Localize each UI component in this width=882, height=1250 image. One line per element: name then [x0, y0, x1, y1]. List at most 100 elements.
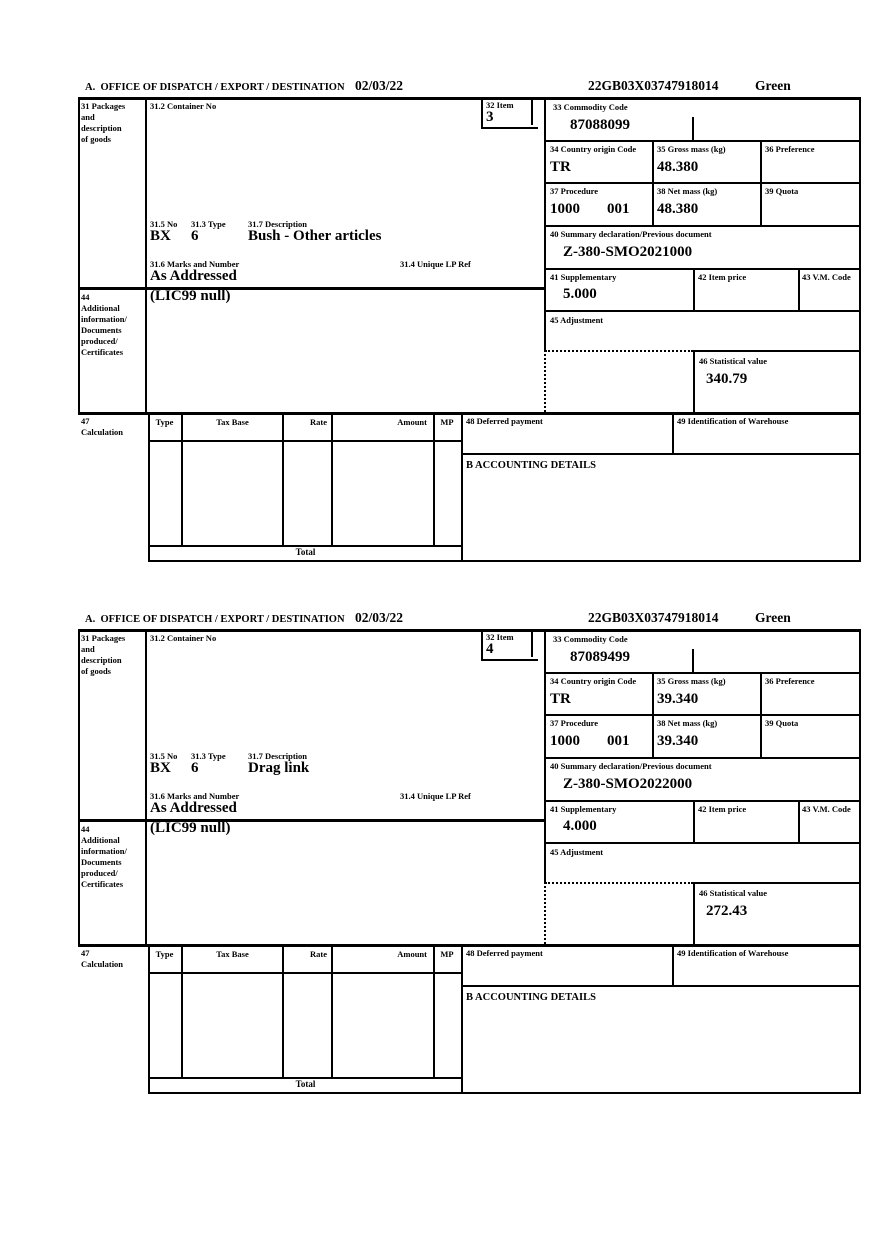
box44-additional-info: (LIC99 null) [150, 820, 231, 836]
box41-row-bottom-border [545, 842, 861, 844]
box32-item-number: 3 [486, 109, 494, 125]
form-left-border [78, 629, 80, 944]
box42-label: 42 Item price [698, 804, 747, 814]
box31-2-label: 31.2 Container No [150, 101, 217, 111]
box31-3-package-count: 6 [191, 760, 199, 776]
box36-label: 36 Preference [765, 676, 815, 686]
box31-6-marks: As Addressed [150, 800, 237, 816]
box37-procedure-code: 1000 [550, 201, 580, 217]
calc-total-top-border [148, 1077, 463, 1079]
box46-left-border [693, 882, 695, 944]
box47-label: 47 Calculation [81, 948, 124, 970]
box46-statistical-value: 340.79 [706, 371, 748, 387]
office-of-dispatch-header: A. OFFICE OF DISPATCH / EXPORT / DESTINA… [85, 614, 345, 625]
box40-label: 40 Summary declaration/Previous document [550, 229, 712, 239]
box46-dotted-top-border [545, 882, 693, 884]
calc-rate-divider [331, 412, 333, 545]
calc-rate-divider [331, 944, 333, 1077]
box32-right-border [531, 97, 533, 125]
box46-left-border [693, 350, 695, 412]
box31-7-goods-description: Drag link [248, 760, 310, 776]
box41-row-bottom-border [545, 310, 861, 312]
box46-dotted-top-border [545, 350, 693, 352]
calc-table-right-border [461, 412, 463, 562]
box45-label: 45 Adjustment [550, 315, 604, 325]
box33-bottom-border [545, 140, 861, 142]
form-right-border [859, 97, 861, 562]
calc-header-amount: Amount [397, 417, 427, 427]
box46-top-border [693, 350, 861, 352]
calc-header-underline [148, 440, 463, 442]
box48-label: 48 Deferred payment [466, 948, 543, 958]
calc-header-rate: Rate [310, 417, 327, 427]
box32-right-border [531, 629, 533, 657]
box40-bottom-border [545, 268, 861, 270]
calc-total-label: Total [295, 1079, 316, 1089]
box48-label: 48 Deferred payment [466, 416, 543, 426]
office-of-dispatch-header: A. OFFICE OF DISPATCH / EXPORT / DESTINA… [85, 82, 345, 93]
box31-6-marks: As Addressed [150, 268, 237, 284]
box43-label: 43 V.M. Code [802, 272, 851, 282]
calc-header-tax-base: Tax Base [216, 949, 249, 959]
calc-table-left-border [148, 944, 150, 1094]
box40-bottom-border [545, 800, 861, 802]
box40-previous-document: Z-380-SMO2021000 [563, 244, 693, 260]
box39-label: 39 Quota [765, 186, 799, 196]
box31-5-package-kind: BX [150, 760, 171, 776]
declaration-item-section: A. OFFICE OF DISPATCH / EXPORT / DESTINA… [78, 78, 861, 563]
box42-43-divider [798, 800, 800, 844]
box36-label: 36 Preference [765, 144, 815, 154]
calc-table-left-border [148, 412, 150, 562]
box33-label: 33 Commodity Code [553, 634, 628, 644]
calc-header-amount: Amount [397, 949, 427, 959]
form-top-border [78, 97, 861, 100]
box35-label: 35 Gross mass (kg) [657, 676, 726, 686]
box34-label: 34 Country origin Code [550, 676, 637, 686]
form-bottom-border [148, 1092, 861, 1094]
box34-35-divider [652, 140, 654, 227]
box35-36-divider [760, 672, 762, 759]
box37-procedure-code-2: 001 [607, 733, 630, 749]
box44-top-border [78, 819, 546, 822]
box34-label: 34 Country origin Code [550, 144, 637, 154]
dispatch-date: 02/03/22 [355, 610, 404, 625]
box31-2-label: 31.2 Container No [150, 633, 217, 643]
box31-6-label: 31.6 Marks and Number [150, 259, 240, 269]
box37-procedure-code-2: 001 [607, 201, 630, 217]
calc-table-right-border [461, 944, 463, 1094]
calc-total-label: Total [295, 547, 316, 557]
box41-label: 41 Supplementary [550, 272, 617, 282]
box31-5-label: 31.5 No [150, 219, 178, 229]
box32-left-border [481, 97, 483, 129]
calc-header-tax-base: Tax Base [216, 417, 249, 427]
entry-reference: 22GB03X03747918014 [588, 78, 719, 93]
box38-net-mass: 39.340 [657, 733, 699, 749]
box44-top-border [78, 287, 546, 290]
box31-7-label: 31.7 Description [248, 751, 308, 761]
box35-36-divider [760, 140, 762, 227]
routing-status: Green [755, 610, 791, 625]
box31-5-label: 31.5 No [150, 751, 178, 761]
box37-procedure-code: 1000 [550, 733, 580, 749]
box34-country-origin: TR [550, 159, 571, 175]
box44-label: 44 Additional information/ Documents pro… [81, 824, 127, 890]
middle-right-divider-dotted [544, 882, 546, 944]
box32-label: 32 Item [486, 100, 514, 110]
calc-header-rate: Rate [310, 949, 327, 959]
box37-row-bottom-border [545, 225, 861, 227]
middle-right-divider [544, 629, 546, 884]
box31-4-label: 31.4 Unique LP Ref [400, 791, 471, 801]
accounting-details-label: B ACCOUNTING DETAILS [466, 460, 596, 471]
box44-additional-info: (LIC99 null) [150, 288, 231, 304]
box31-7-label: 31.7 Description [248, 219, 308, 229]
box31-4-label: 31.4 Unique LP Ref [400, 259, 471, 269]
calc-header-type: Type [155, 417, 174, 427]
box41-42-divider [693, 268, 695, 312]
box41-supplementary-units: 5.000 [563, 286, 597, 302]
box49-label: 49 Identification of Warehouse [677, 416, 789, 426]
box46-statistical-value: 272.43 [706, 903, 748, 919]
routing-status: Green [755, 78, 791, 93]
box32-item-number: 4 [486, 641, 494, 657]
box45-label: 45 Adjustment [550, 847, 604, 857]
